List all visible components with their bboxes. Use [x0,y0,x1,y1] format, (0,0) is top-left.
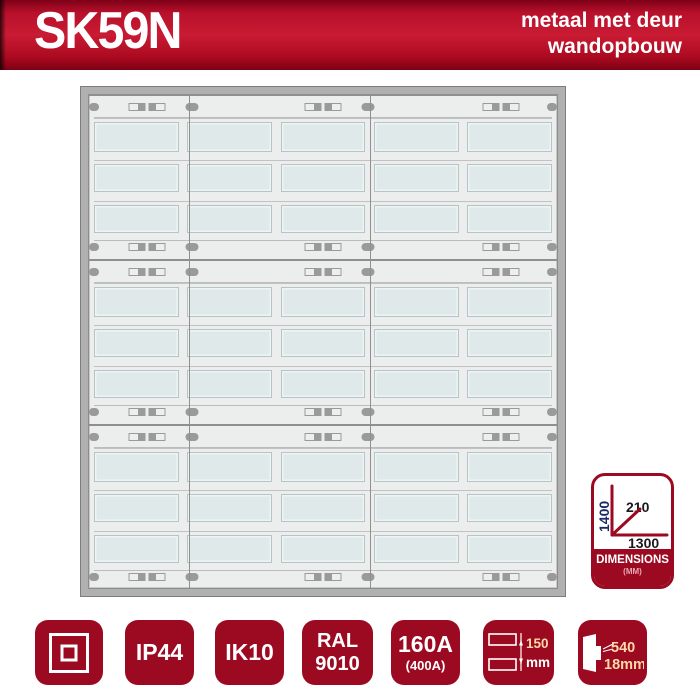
svg-text:540: 540 [611,640,635,656]
svg-text:18mm: 18mm [604,657,644,673]
svg-text:1400: 1400 [596,501,612,532]
svg-text:1300: 1300 [628,535,659,550]
svg-text:mm: mm [526,655,550,670]
svg-text:150: 150 [526,636,549,651]
